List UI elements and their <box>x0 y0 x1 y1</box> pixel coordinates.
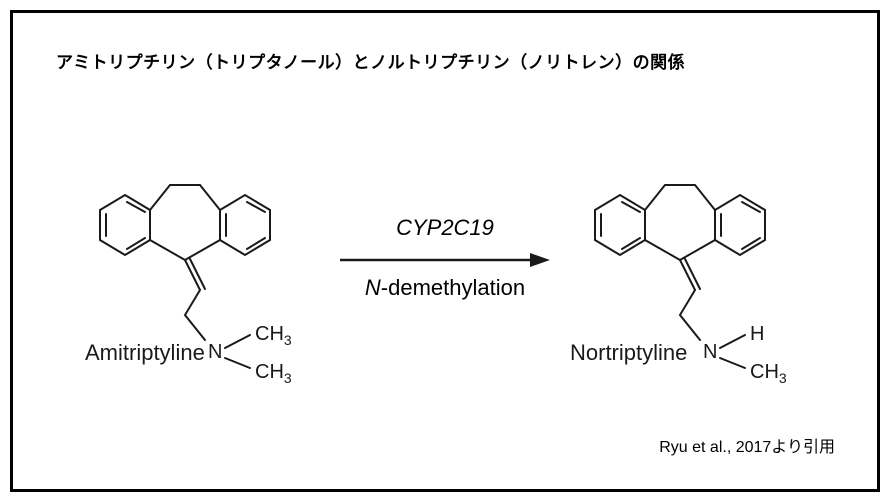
ch3-label-2: CH3 <box>255 361 292 386</box>
citation-text: Ryu et al., 2017より引用 <box>659 433 835 457</box>
process-suffix: -demethylation <box>381 275 525 300</box>
enzyme-label: CYP2C19 <box>345 215 545 241</box>
molecule-amitriptyline: N CH3 CH3 Amitriptyline <box>70 140 330 390</box>
arrow-icon <box>335 245 555 275</box>
h-label: H <box>750 323 764 345</box>
slide-title: アミトリプチリン（トリプタノール）とノルトリプチリン（ノリトレン）の関係 <box>56 48 685 73</box>
process-prefix: N <box>365 275 381 300</box>
reaction-diagram: N CH3 CH3 Amitriptyline CYP2C19 N-demeth… <box>30 140 860 400</box>
n-atom-label: N <box>703 341 717 363</box>
ch3-label-1: CH3 <box>255 323 292 348</box>
n-atom-label: N <box>208 341 222 363</box>
process-label: N-demethylation <box>335 275 555 301</box>
molecule-nortriptyline: N H CH3 Nortriptyline <box>565 140 825 390</box>
ch3-label: CH3 <box>750 361 787 386</box>
amitriptyline-label: Amitriptyline <box>85 340 205 366</box>
nortriptyline-label: Nortriptyline <box>570 340 687 366</box>
